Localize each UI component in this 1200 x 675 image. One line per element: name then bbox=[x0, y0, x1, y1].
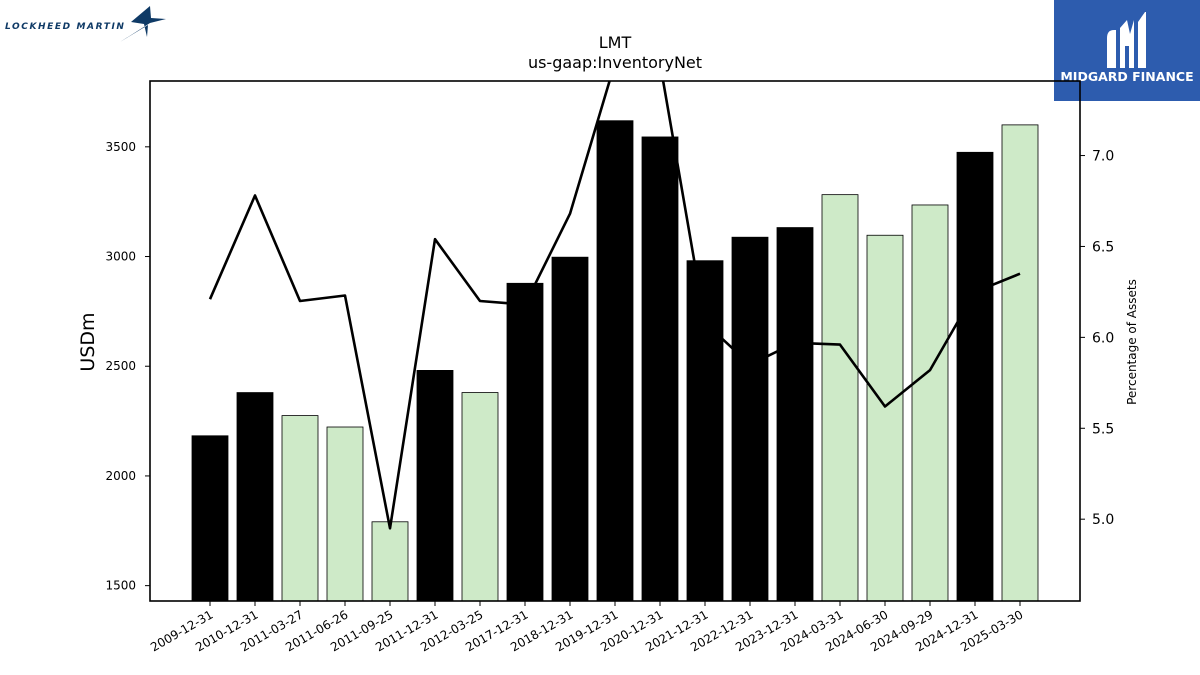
y-tick-label: 3000 bbox=[105, 250, 136, 264]
midgard-finance-logo-text: MIDGARD FINANCE bbox=[1060, 69, 1193, 84]
bar-2011-03-27 bbox=[281, 415, 319, 602]
bar-2011-06-26 bbox=[326, 426, 364, 602]
line-layer bbox=[208, 81, 1021, 530]
y2-tick-label: 5.5 bbox=[1092, 421, 1114, 437]
bar-2009-12-31 bbox=[191, 435, 229, 602]
y-tick-label: 1500 bbox=[105, 579, 136, 593]
chart-subtitle: us-gaap:InventoryNet bbox=[528, 53, 702, 72]
lockheed-martin-logo: LOCKHEED MARTIN bbox=[5, 6, 166, 42]
chart-title: LMT bbox=[599, 33, 632, 52]
bar-2024-03-31 bbox=[821, 194, 859, 602]
midgard-finance-logo: MIDGARD FINANCE bbox=[1054, 0, 1200, 101]
bar-2024-09-29 bbox=[911, 204, 949, 602]
bar-2017-12-31 bbox=[506, 282, 544, 602]
y2-tick-label: 5.0 bbox=[1092, 512, 1114, 528]
bar-2011-12-31 bbox=[416, 370, 454, 602]
bar-2020-12-31 bbox=[641, 136, 679, 602]
y-tick-label: 2500 bbox=[105, 359, 136, 373]
y2-axis-label: Percentage of Assets bbox=[1125, 279, 1139, 405]
x-axis: 2009-12-312010-12-312011-03-272011-06-26… bbox=[148, 601, 1026, 654]
bar-2019-12-31 bbox=[596, 120, 634, 602]
bar-2023-12-31 bbox=[776, 227, 814, 602]
bar-2025-03-30 bbox=[1001, 124, 1039, 602]
y2-tick-label: 7.0 bbox=[1092, 149, 1114, 165]
bar-2022-12-31 bbox=[731, 236, 769, 602]
bar-2011-09-25 bbox=[371, 521, 409, 602]
bar-2010-12-31 bbox=[236, 392, 274, 602]
lockheed-martin-logo-text: LOCKHEED MARTIN bbox=[5, 22, 126, 32]
midgard-finance-emblem-icon bbox=[1107, 12, 1146, 68]
y-tick-label: 2000 bbox=[105, 469, 136, 483]
percentage-line bbox=[208, 81, 1021, 530]
bar-2024-06-30 bbox=[866, 234, 904, 602]
left-axis: 1500 2000 2500 3000 3500 bbox=[105, 140, 150, 593]
bars-layer bbox=[191, 120, 1039, 602]
bar-2021-12-31 bbox=[686, 260, 724, 602]
y2-tick-label: 6.5 bbox=[1092, 239, 1114, 255]
bar-2012-03-25 bbox=[461, 392, 499, 602]
bar-2018-12-31 bbox=[551, 256, 589, 602]
y-tick-label: 3500 bbox=[105, 140, 136, 154]
y2-tick-label: 6.0 bbox=[1092, 330, 1114, 346]
right-axis: 5.0 5.5 6.0 6.5 7.0 bbox=[1080, 149, 1114, 528]
bar-2024-12-31 bbox=[956, 151, 994, 602]
midgard-finance-logo-bg bbox=[1054, 0, 1200, 101]
lockheed-martin-star-icon bbox=[120, 6, 166, 42]
y-axis-label: USDm bbox=[77, 312, 99, 371]
